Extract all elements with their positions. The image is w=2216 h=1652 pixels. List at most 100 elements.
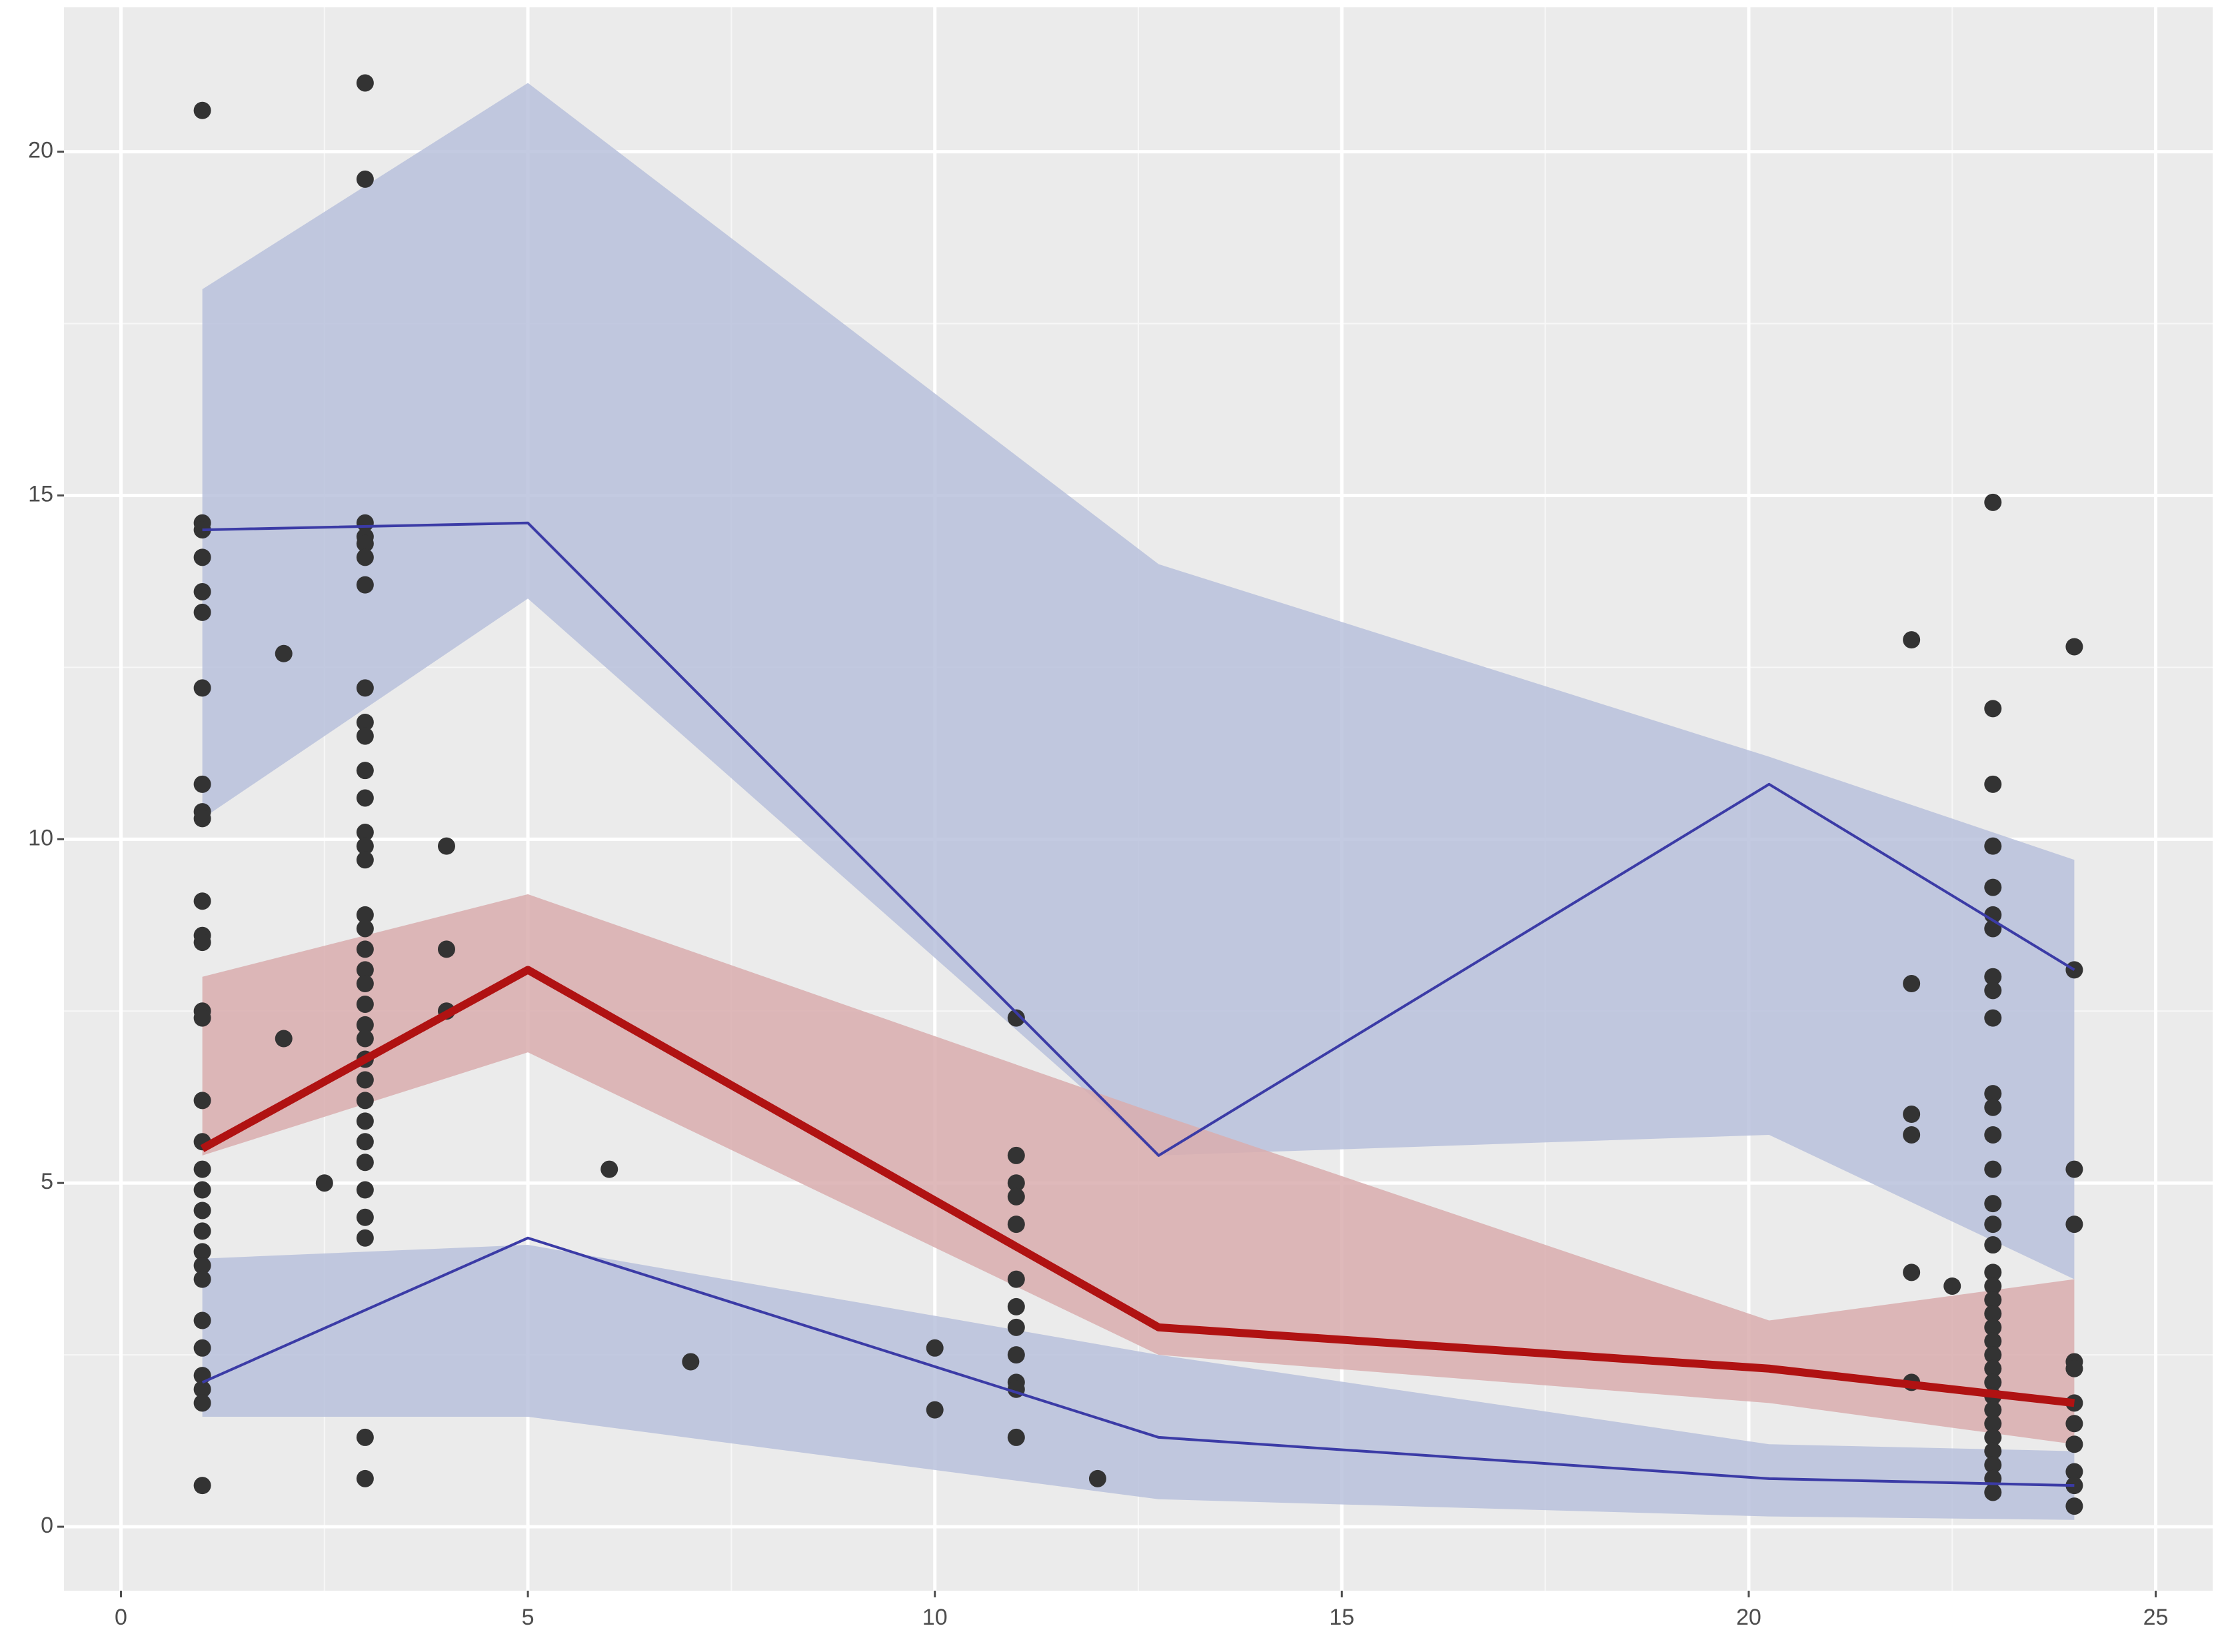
data-point — [356, 837, 374, 855]
data-point — [193, 679, 211, 697]
data-point — [356, 1181, 374, 1199]
y-tick-label: 20 — [28, 138, 53, 163]
data-point — [1984, 1291, 2002, 1309]
data-point — [1984, 1346, 2002, 1364]
data-point — [356, 74, 374, 92]
data-point — [1984, 1009, 2002, 1027]
data-point — [356, 762, 374, 780]
data-point — [1984, 1236, 2002, 1254]
x-tick-label: 5 — [522, 1605, 535, 1630]
x-tick-label: 25 — [2143, 1605, 2169, 1630]
data-point — [193, 775, 211, 793]
data-point — [356, 170, 374, 188]
data-point — [1984, 1263, 2002, 1281]
data-point — [2065, 1435, 2083, 1453]
data-point — [356, 961, 374, 979]
data-point — [1984, 700, 2002, 718]
data-point — [193, 1394, 211, 1412]
data-point — [356, 940, 374, 958]
data-point — [437, 837, 455, 855]
data-point — [1984, 1085, 2002, 1103]
data-point — [1984, 1442, 2002, 1460]
data-point — [1903, 1263, 1921, 1281]
data-point — [1984, 1483, 2002, 1501]
data-point — [1984, 878, 2002, 896]
data-point — [1984, 1126, 2002, 1144]
data-point — [193, 1257, 211, 1275]
data-point — [193, 892, 211, 910]
data-point — [1007, 1146, 1025, 1164]
data-point — [1007, 1428, 1025, 1446]
data-point — [356, 789, 374, 807]
data-point — [2065, 1415, 2083, 1433]
data-point — [1903, 631, 1921, 649]
data-point — [1984, 1305, 2002, 1323]
data-point — [193, 1092, 211, 1110]
data-point — [1984, 493, 2002, 511]
data-point — [1984, 982, 2002, 1000]
y-tick-label: 15 — [28, 481, 53, 506]
data-point — [1903, 1126, 1921, 1144]
data-point — [356, 1016, 374, 1034]
data-point — [356, 679, 374, 697]
data-point — [1984, 837, 2002, 855]
data-point — [356, 975, 374, 993]
data-point — [193, 548, 211, 566]
data-point — [356, 920, 374, 938]
data-point — [2065, 1497, 2083, 1515]
line — [201, 1236, 2075, 1487]
data-point — [193, 810, 211, 828]
data-point — [315, 1174, 333, 1192]
data-point — [356, 1071, 374, 1089]
data-point — [356, 1133, 374, 1151]
data-point — [1984, 775, 2002, 793]
data-point — [1984, 1332, 2002, 1350]
ribbon — [202, 1245, 2075, 1520]
data-point — [275, 1030, 293, 1048]
ribbon — [202, 894, 2075, 1445]
data-point — [356, 1208, 374, 1226]
data-point — [356, 851, 374, 869]
data-point — [1984, 968, 2002, 986]
data-point — [1943, 1277, 1961, 1295]
data-point — [1007, 1346, 1025, 1364]
data-point — [193, 1380, 211, 1398]
data-point — [356, 576, 374, 594]
data-point — [356, 995, 374, 1013]
data-point — [356, 534, 374, 552]
data-point — [356, 1092, 374, 1110]
data-point — [193, 603, 211, 621]
data-point — [193, 934, 211, 952]
data-point — [1007, 1174, 1025, 1192]
x-tick-label: 0 — [115, 1605, 127, 1630]
data-point — [1007, 1318, 1025, 1336]
data-point — [356, 1428, 374, 1446]
x-tick-label: 20 — [1736, 1605, 1761, 1630]
data-point — [682, 1353, 700, 1371]
data-point — [1984, 1401, 2002, 1419]
y-tick-label: 10 — [28, 825, 53, 850]
data-point — [1984, 1160, 2002, 1178]
data-point — [356, 1112, 374, 1130]
line — [200, 966, 2075, 1407]
data-point — [1903, 975, 1921, 993]
data-point — [356, 727, 374, 745]
data-point — [437, 940, 455, 958]
x-tick-label: 15 — [1329, 1605, 1354, 1630]
data-point — [600, 1160, 618, 1178]
data-point — [193, 1160, 211, 1178]
data-point — [193, 1009, 211, 1027]
line — [202, 521, 2075, 1157]
ribbon — [202, 83, 2075, 1279]
data-point — [356, 1154, 374, 1172]
data-point — [2065, 1463, 2083, 1481]
data-point — [1984, 1456, 2002, 1474]
data-point — [193, 582, 211, 600]
data-point — [1088, 1469, 1106, 1487]
data-point — [1984, 1098, 2002, 1116]
data-point — [1984, 1373, 2002, 1391]
data-point — [193, 1311, 211, 1329]
data-point — [1007, 1009, 1025, 1027]
